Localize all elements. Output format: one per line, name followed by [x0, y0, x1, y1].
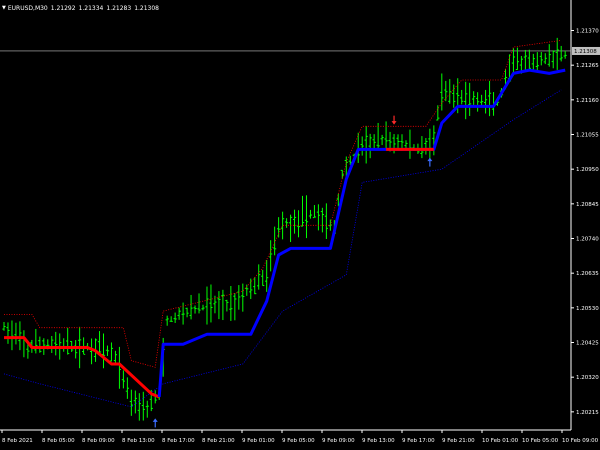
time-tick-label: 9 Feb 13:00	[362, 438, 395, 444]
current-price-label: 1.21308	[574, 49, 597, 55]
trend-line	[4, 68, 566, 399]
price-bars	[2, 37, 567, 421]
buy-arrow-head	[427, 157, 433, 162]
trend-down-segment	[4, 336, 160, 399]
time-tick-label: 9 Feb 17:00	[402, 438, 435, 444]
chart-axes	[0, 0, 572, 431]
price-tick-label: 1.20425	[576, 341, 599, 347]
time-tick-label: 9 Feb 09:00	[322, 438, 355, 444]
price-tick-label: 1.20950	[576, 167, 599, 173]
price-tick-label: 1.21160	[576, 98, 599, 104]
trend-up-segment	[157, 68, 566, 398]
ohlc-close: 1.21308	[134, 4, 159, 12]
time-tick-label: 10 Feb 01:00	[482, 438, 519, 444]
symbol-label: EURUSD,M30	[7, 4, 48, 12]
current-price-box	[572, 46, 600, 55]
price-tick-label: 1.20215	[576, 410, 599, 416]
time-tick-label: 8 Feb 17:00	[162, 438, 195, 444]
time-tick-label: 9 Feb 01:00	[242, 438, 275, 444]
time-tick-label: 8 Feb 21:00	[202, 438, 235, 444]
price-tick-label: 1.20635	[576, 271, 599, 277]
time-tick-label: 9 Feb 05:00	[282, 438, 315, 444]
upper-band-line	[4, 40, 562, 368]
collapse-triangle-icon[interactable]: ▼	[2, 5, 6, 11]
price-tick-label: 1.20740	[576, 237, 599, 243]
price-tick-label: 1.21370	[576, 29, 599, 35]
bands	[3, 40, 562, 408]
time-tick-label: 8 Feb 09:00	[82, 438, 115, 444]
ohlc-high: 1.21334	[78, 4, 104, 12]
chart-header: ▼ EURUSD,M30 1.21292 1.21334 1.21283 1.2…	[2, 2, 160, 14]
price-tick-label: 1.20530	[576, 306, 599, 312]
buy-arrow-head	[152, 418, 158, 422]
price-tick-label: 1.21265	[576, 63, 599, 69]
price-tick-label: 1.21055	[576, 133, 599, 139]
time-tick-label: 8 Feb 13:00	[122, 438, 155, 444]
ohlc-open: 1.21292	[50, 4, 76, 12]
ohlc-low: 1.21283	[106, 4, 132, 12]
time-tick-label: 8 Feb 05:00	[42, 438, 75, 444]
price-tick-label: 1.20320	[576, 375, 599, 381]
time-tick-label: 10 Feb 09:00	[562, 438, 599, 444]
signal-arrows	[152, 115, 433, 428]
time-tick-label: 10 Feb 05:00	[522, 438, 559, 444]
current-price-tag: 1.21308	[572, 46, 600, 55]
time-tick-label: 8 Feb 2021	[2, 438, 33, 444]
sell-arrow-head	[391, 121, 397, 125]
lower-band-line	[3, 89, 562, 408]
time-tick-label: 9 Feb 21:00	[442, 438, 475, 444]
axis-labels: 1.21370 1.21265 1.21160 1.21055 1.20950 1.208…	[1, 29, 599, 444]
price-tick-label: 1.20845	[576, 202, 599, 208]
